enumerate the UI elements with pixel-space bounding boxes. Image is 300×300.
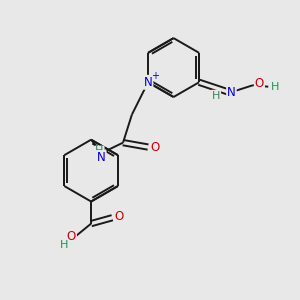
Text: H: H	[271, 82, 279, 92]
Text: N: N	[144, 76, 152, 89]
Text: O: O	[255, 77, 264, 90]
Text: N: N	[97, 151, 106, 164]
Text: H: H	[212, 91, 220, 101]
Text: N: N	[227, 86, 236, 99]
Text: O: O	[114, 210, 123, 223]
Text: O: O	[67, 230, 76, 243]
Text: +: +	[151, 71, 158, 81]
Text: O: O	[150, 141, 159, 154]
Text: H: H	[95, 146, 104, 157]
Text: H: H	[59, 240, 68, 250]
